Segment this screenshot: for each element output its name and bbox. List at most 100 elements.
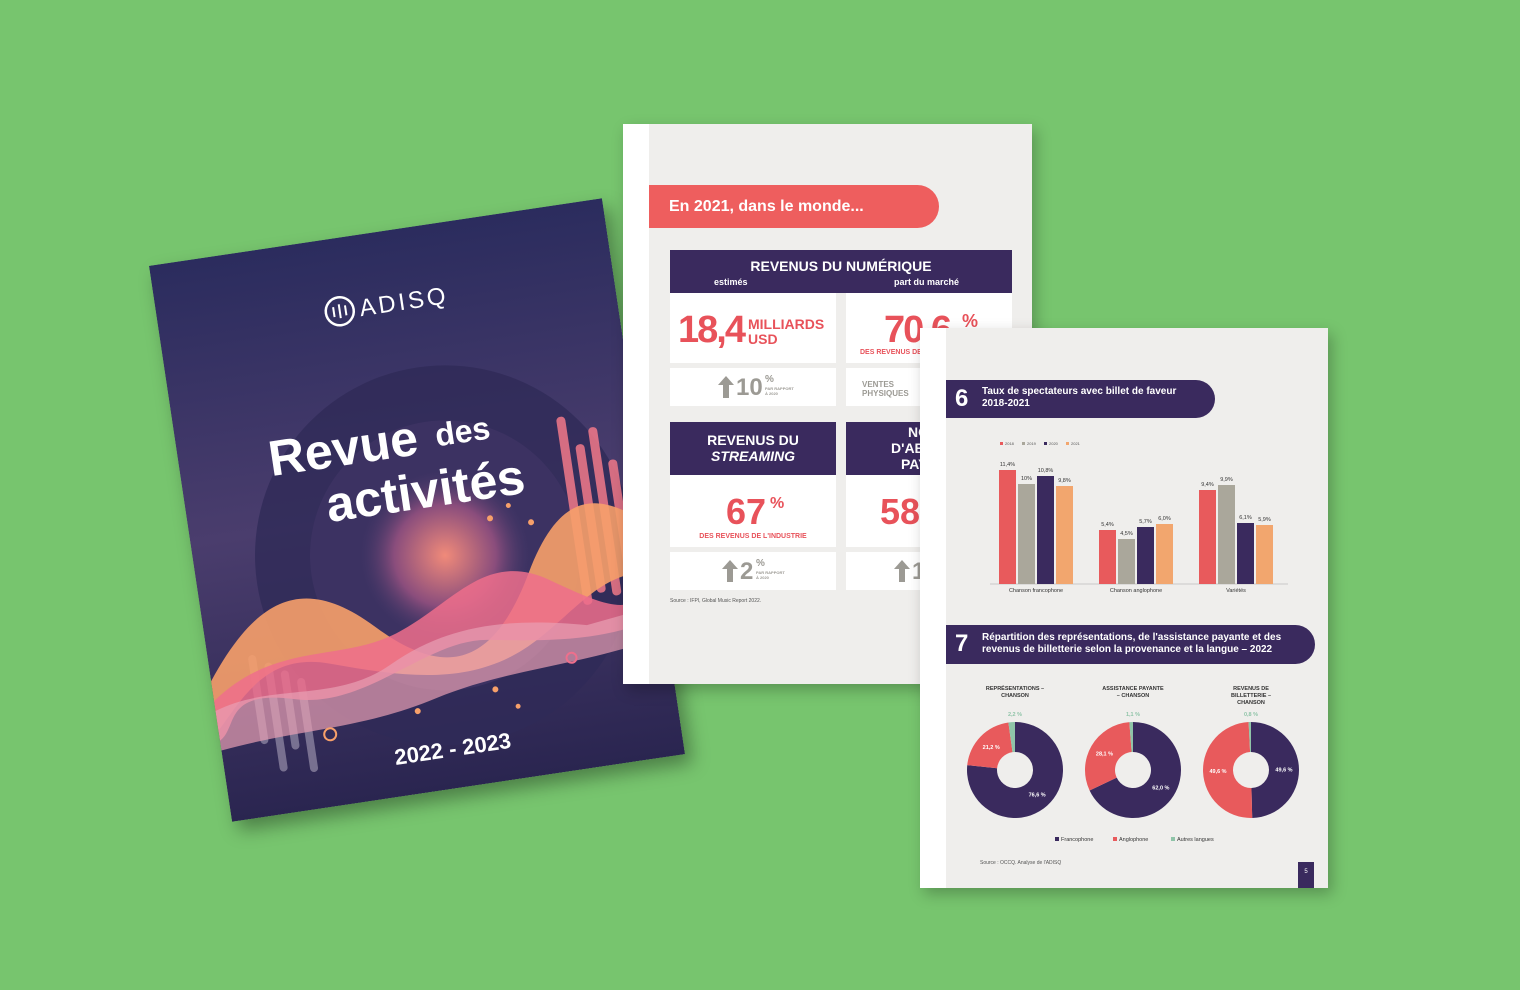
category-label: Chanson francophone: [1009, 588, 1063, 594]
bar: [1256, 525, 1273, 584]
donut-value-label: 49,6 %: [1209, 769, 1226, 775]
legend-swatch: [1055, 837, 1059, 841]
card-title: STREAMING: [711, 448, 795, 464]
legend-swatch: [1044, 442, 1047, 445]
bar-value-label: 6,1%: [1239, 515, 1252, 521]
donut-segment: [1008, 722, 1015, 753]
bar-value-label: 5,9%: [1258, 517, 1271, 523]
donut-value-label: 2,2 %: [1008, 712, 1022, 718]
stat-box: 18,4 MILLIARDS USD: [670, 293, 836, 363]
growth-box: 2 % PAR RAPPORT À 2020: [670, 552, 836, 590]
page-number: 5: [1298, 862, 1314, 888]
legend-label: 2018: [1005, 441, 1015, 446]
legend-swatch: [1066, 442, 1069, 445]
section-banner: [946, 380, 1215, 418]
banner-text: En 2021, dans le monde...: [669, 198, 864, 215]
growth-caption: PAR RAPPORT À 2020: [765, 386, 794, 396]
bar-value-label: 6,0%: [1158, 516, 1171, 522]
donut-value-label: 1,1 %: [1126, 712, 1140, 718]
section-title: Taux de spectateurs avec billet de faveu…: [982, 386, 1177, 409]
bar: [1237, 523, 1254, 584]
card-title: REVENUS DU: [707, 432, 799, 448]
donut-segment: [967, 722, 1063, 818]
legend-swatch: [1022, 442, 1025, 445]
legend-label: 2020: [1049, 441, 1059, 446]
bar-value-label: 11,4%: [1000, 462, 1015, 468]
bar: [1137, 527, 1154, 584]
section-number: 6: [955, 385, 969, 412]
label: estimés: [714, 277, 748, 287]
source: Source : IFPI, Global Music Report 2022.: [670, 598, 762, 604]
section-number: 7: [955, 630, 969, 657]
growth-value: 10: [736, 374, 763, 401]
stat-caption: DES REVENUS DE: [860, 349, 922, 356]
up-arrow: [718, 376, 734, 398]
banner: [649, 185, 939, 228]
card-title: D'AB: [891, 440, 925, 456]
pie-title: ASSISTANCE PAYANTE – CHANSON: [1102, 686, 1164, 699]
bar: [1099, 530, 1116, 584]
card-title: REVENUS DU NUMÉRIQUE: [750, 258, 932, 274]
bar-value-label: 4,5%: [1120, 531, 1133, 537]
section-title: Répartition des représentations, de l'as…: [982, 632, 1282, 655]
legend-label: 2021: [1071, 441, 1081, 446]
card-header: REVENUS DU STREAMING: [670, 422, 836, 475]
bar: [1056, 486, 1073, 584]
growth-unit: %: [756, 558, 765, 569]
donut-segment: [1129, 722, 1133, 753]
up-arrow: [894, 560, 910, 582]
donut-segment: [967, 722, 1013, 769]
stat-value: 67: [726, 491, 767, 532]
growth-caption: PAR RAPPORT À 2020: [756, 570, 785, 580]
cover: ADISQ Revue des activités 2022 - 2023: [148, 198, 686, 822]
bar: [1118, 539, 1135, 584]
donut-value-label: 0,8 %: [1244, 712, 1258, 718]
stat-unit: %: [962, 311, 979, 331]
bar-value-label: 10%: [1021, 476, 1032, 482]
legend-swatch: [1000, 442, 1003, 445]
stat-unit: MILLIARDS USD: [748, 316, 825, 347]
right-page: 2018 11,4% 5,4% 9,4% 2019 10% 4,5% 9,9% 2020 10,8…: [920, 328, 1328, 888]
legend-label: Francophone: [1061, 837, 1093, 843]
category-label: Chanson anglophone: [1110, 588, 1162, 594]
stat-unit: %: [770, 495, 785, 512]
stat-box: 67 % DES REVENUS DE L'INDUSTRIE: [670, 475, 836, 547]
bar: [1218, 485, 1235, 584]
bar-value-label: 9,4%: [1201, 482, 1214, 488]
pie-title: REPRÉSENTATIONS – CHANSON: [985, 686, 1045, 699]
legend-label: Autres langues: [1177, 837, 1214, 843]
donut-value-label: 76,6 %: [1029, 792, 1046, 798]
legend-swatch: [1171, 837, 1175, 841]
bar: [1199, 490, 1216, 584]
legend-label: 2019: [1027, 441, 1037, 446]
legend-label: Anglophone: [1119, 837, 1148, 843]
growth-value: 2: [740, 558, 754, 585]
donut-segment: [1251, 722, 1299, 818]
donut-value-label: 49,6 %: [1275, 768, 1292, 774]
category-label: Variétés: [1226, 588, 1246, 594]
stat-value: 58: [880, 491, 921, 532]
donut-segment: [1085, 722, 1132, 791]
donut-value-label: 21,2 %: [983, 745, 1000, 751]
bar-value-label: 9,9%: [1220, 477, 1233, 483]
bar: [1156, 524, 1173, 584]
donut-segment: [1248, 722, 1251, 753]
legend-swatch: [1113, 837, 1117, 841]
bar-value-label: 9,8%: [1058, 478, 1071, 484]
growth-box: 10 % PAR RAPPORT À 2020: [670, 368, 836, 406]
stat-value: 18,4: [678, 309, 746, 351]
growth-unit: %: [765, 374, 774, 385]
physical-label: VENTES PHYSIQUES: [862, 380, 909, 398]
section-banner: [946, 625, 1315, 664]
label: part du marché: [894, 277, 960, 287]
bar: [999, 470, 1016, 584]
donut-segment: [1089, 722, 1181, 818]
bar-value-label: 10,8%: [1038, 468, 1054, 474]
bar: [1018, 484, 1035, 584]
bar-value-label: 5,4%: [1101, 522, 1114, 528]
donut-value-label: 62,0 %: [1152, 786, 1169, 792]
card-header: REVENUS DU NUMÉRIQUE: [670, 250, 1012, 293]
source: Source : OCCQ. Analyse de l'ADISQ: [980, 860, 1062, 866]
bar-value-label: 5,7%: [1139, 519, 1152, 525]
